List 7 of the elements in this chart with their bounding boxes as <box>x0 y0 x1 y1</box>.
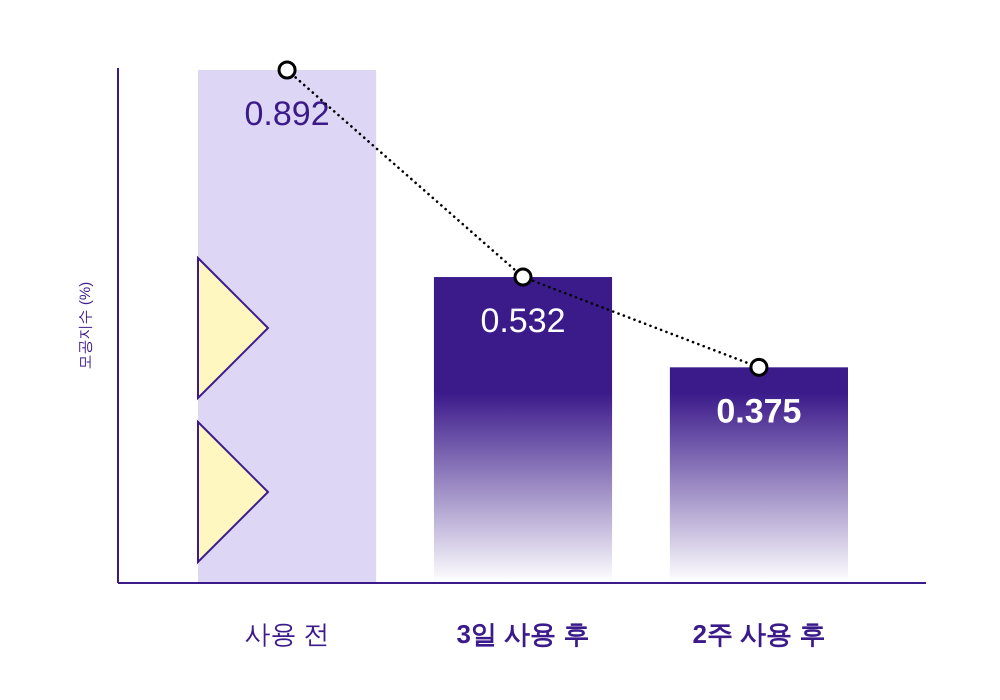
y-axis-title: 모공지수 (%) <box>77 282 94 370</box>
x-tick-label: 2주 사용 후 <box>692 619 826 649</box>
data-label: 0.532 <box>480 302 566 340</box>
x-tick-label: 3일 사용 후 <box>456 619 590 649</box>
x-tick-label: 사용 전 <box>244 619 330 649</box>
data-label: 0.892 <box>244 95 330 133</box>
data-label: 0.375 <box>716 392 802 430</box>
